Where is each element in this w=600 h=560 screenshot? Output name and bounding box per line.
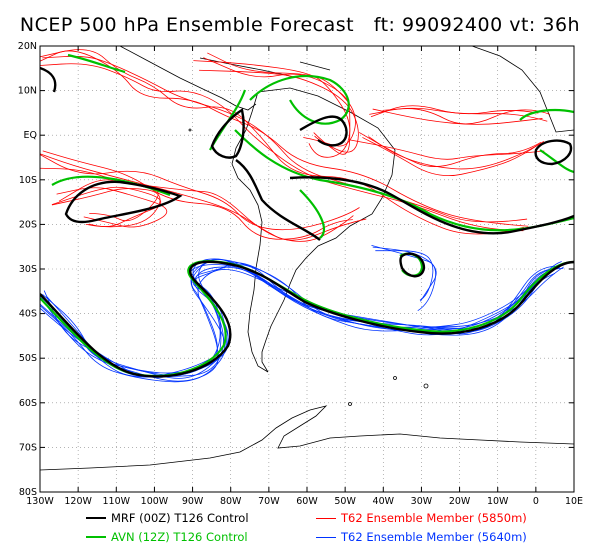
legend-item-ensemble-5640: T62 Ensemble Member (5640m): [316, 530, 527, 544]
lat-tick-label: 40S: [19, 309, 37, 320]
lat-tick-label: 70S: [19, 442, 37, 453]
ensemble-5850m-member: [199, 69, 359, 153]
lat-tick-label: 60S: [19, 398, 37, 409]
lon-tick-label: 130W: [26, 496, 54, 507]
legend-item-ensemble-5850: T62 Ensemble Member (5850m): [316, 511, 527, 525]
antarctica-coastline: [40, 405, 574, 471]
ensemble-5640m-member: [371, 245, 436, 312]
legend-label: T62 Ensemble Member (5850m): [341, 511, 527, 525]
island: [393, 376, 397, 380]
lon-tick-label: 0: [533, 496, 539, 507]
ensemble-5850m-member: [193, 60, 351, 158]
lon-tick-label: 30W: [411, 496, 433, 507]
lon-tick-label: 20W: [449, 496, 471, 507]
south-america-coastline: [231, 87, 396, 373]
legend-label: AVN (12Z) T126 Control: [111, 530, 248, 544]
island: [188, 128, 192, 132]
lat-tick-label: 80S: [19, 487, 37, 498]
africa-coastline: [471, 46, 574, 133]
legend-item-mrf: MRF (00Z) T126 Control: [86, 511, 249, 525]
lat-tick-label: 10N: [18, 86, 37, 97]
lat-tick-label: 30S: [19, 264, 37, 275]
ensemble-5850m-member: [372, 108, 543, 125]
lon-tick-label: 10W: [487, 496, 509, 507]
ensemble-5850m-member: [362, 137, 540, 177]
lon-tick-label: 10E: [565, 496, 583, 507]
lat-lon-grid: [40, 46, 574, 492]
lon-tick-label: 70W: [258, 496, 280, 507]
ensemble-5640m-member: [40, 264, 557, 374]
lon-tick-label: 40W: [373, 496, 395, 507]
ensemble-5850m-member: [40, 153, 367, 241]
ensemble-5850m-member: [40, 49, 524, 235]
lon-tick-label: 60W: [296, 496, 318, 507]
lat-tick-label: EQ: [24, 130, 37, 141]
lon-tick-label: 50W: [334, 496, 356, 507]
lon-tick-label: 110W: [103, 496, 131, 507]
ensemble-5640m-member: [375, 250, 434, 301]
ensemble-5640m-contours: [40, 245, 564, 383]
ensemble-5640m-member: [40, 261, 555, 378]
ensemble-5850m-contours: [40, 49, 551, 242]
legend-swatch: [86, 517, 106, 519]
lat-tick-label: 50S: [19, 353, 37, 364]
ensemble-5850m-member: [40, 50, 529, 227]
lon-tick-label: 120W: [64, 496, 92, 507]
legend-swatch: [316, 517, 336, 519]
ensemble-5640m-member: [46, 259, 564, 379]
island: [348, 402, 352, 406]
lat-tick-label: 10S: [19, 175, 37, 186]
ensemble-5850m-member: [207, 52, 356, 147]
ensemble-5850m-member: [42, 55, 528, 223]
legend-item-avn: AVN (12Z) T126 Control: [86, 530, 248, 544]
mrf-control-contours: [40, 66, 574, 378]
ensemble-5640m-member: [43, 258, 562, 377]
axis-ticks: [39, 45, 575, 493]
lon-tick-label: 80W: [220, 496, 242, 507]
ensemble-5850m-member: [358, 132, 542, 167]
lon-tick-label: 100W: [141, 496, 169, 507]
lat-tick-label: 20N: [18, 41, 37, 52]
legend-label: MRF (00Z) T126 Control: [111, 511, 249, 525]
ensemble-5850m-member: [369, 107, 548, 122]
ensemble-5850m-member: [40, 154, 360, 231]
lat-tick-label: 20S: [19, 219, 37, 230]
island: [423, 383, 429, 389]
legend-swatch: [316, 536, 336, 538]
ensemble-5850m-member: [348, 139, 545, 160]
legend-label: T62 Ensemble Member (5640m): [341, 530, 527, 544]
lon-tick-label: 90W: [182, 496, 204, 507]
legend-swatch: [86, 536, 106, 538]
ensemble-5850m-member: [40, 167, 354, 242]
ensemble-5850m-member: [370, 105, 539, 118]
ensemble-5850m-member: [203, 57, 351, 155]
chart-title: NCEP 500 hPa Ensemble Forecast ft: 99092…: [19, 14, 581, 36]
ensemble-5850m-member: [40, 63, 524, 232]
